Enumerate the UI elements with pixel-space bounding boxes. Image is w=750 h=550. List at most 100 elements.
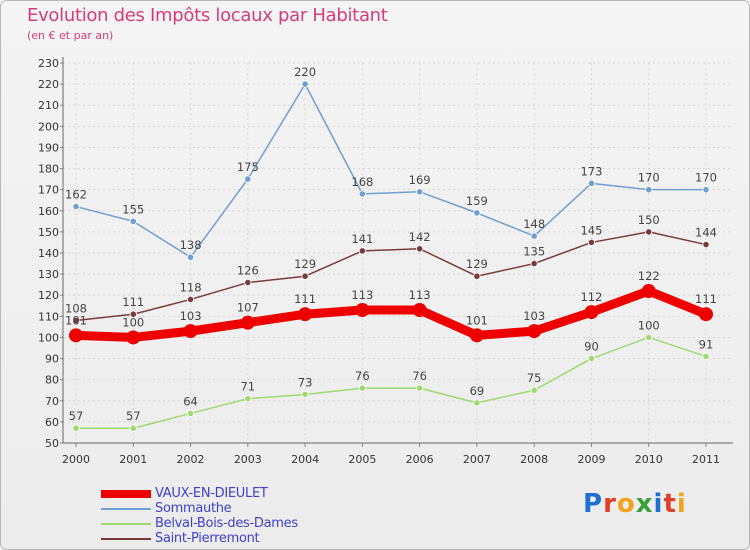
y-tick-label: 70 [45,395,59,408]
data-point [72,202,80,211]
x-tick-label: 2010 [635,453,663,466]
data-label: 107 [237,301,259,315]
y-tick-label: 220 [38,78,59,91]
data-label: 122 [638,269,660,283]
data-point [358,384,366,392]
y-tick-label: 190 [38,141,59,154]
data-point [702,186,710,194]
data-point [69,328,83,343]
y-tick-label: 130 [38,268,59,281]
data-label: 220 [294,65,316,79]
y-tick-label: 100 [38,331,59,344]
series-points [69,80,713,432]
x-tick-label: 2001 [119,453,147,466]
data-point [301,272,309,280]
data-label: 145 [580,223,602,237]
logo-letter-1: r [603,489,617,519]
logo-letter-5: t [663,489,677,519]
logo-letter-4: i [653,489,664,519]
legend-label-2: Belval-Bois-des-Dames [155,516,298,531]
data-label: 155 [122,202,144,216]
series-line-2 [76,336,707,429]
data-label: 57 [69,409,84,423]
data-label: 129 [294,257,316,271]
data-point [473,272,481,280]
data-point [416,384,424,392]
data-point [530,232,538,240]
data-point [473,209,481,217]
y-tick-label: 140 [38,247,59,260]
legend-label-1: Sommauthe [155,501,232,516]
data-label: 111 [695,292,717,306]
y-tick-label: 80 [45,374,59,387]
logo-letter-0: P [583,489,604,519]
legend-swatch-0 [101,490,151,498]
series-line-0 [75,286,708,342]
data-label: 113 [351,288,373,302]
data-label: 126 [237,264,259,278]
data-point [186,295,195,304]
data-label: 144 [695,226,717,240]
data-point [240,315,255,330]
data-label: 75 [527,371,542,385]
data-point [530,259,538,268]
data-point [183,324,198,339]
data-label: 91 [699,337,714,351]
data-label: 108 [65,302,87,316]
data-label: 73 [298,375,313,389]
data-label: 111 [294,292,316,306]
data-label: 112 [580,290,602,304]
y-tick-label: 110 [38,310,59,323]
series-lines [75,83,708,429]
data-point [587,179,596,187]
y-tick-label: 230 [38,57,59,70]
data-label: 100 [638,318,660,332]
data-point [186,253,195,261]
y-tick-label: 90 [45,353,59,366]
data-label: 159 [466,194,488,208]
chart-axes: 50 60 70 80 90 100 110 120 130 140 150 160 170 180 190… [38,57,733,466]
data-point [416,245,424,253]
data-point [645,186,653,194]
logo-letter-2: o [616,489,636,519]
y-tick-label: 160 [38,205,59,218]
data-label: 138 [180,238,202,252]
data-label: 101 [65,313,87,327]
data-label: 129 [466,257,488,271]
data-point [244,395,252,403]
data-point [641,284,656,298]
y-tick-label: 200 [38,120,59,133]
data-label: 169 [409,173,431,187]
data-point [301,390,309,399]
data-label: 57 [126,409,141,423]
data-label: 103 [523,309,545,323]
legend-label-0: VAUX-EN-DIEULET [155,486,268,501]
data-point [416,188,424,196]
data-point [72,316,80,325]
data-label: 64 [183,394,198,408]
data-point [587,354,596,363]
data-label: 135 [523,245,545,259]
x-tick-label: 2009 [577,453,605,466]
data-point [645,333,653,342]
legend-swatch-2 [101,523,151,525]
data-point [244,175,252,183]
data-point [473,399,481,407]
data-label: 101 [466,313,488,327]
data-label: 90 [584,340,599,354]
series-line-1 [75,83,706,258]
data-label: 148 [523,217,545,231]
x-tick-label: 2003 [234,453,262,466]
data-label: 141 [351,232,373,246]
data-label: 69 [470,384,485,398]
x-tick-label: 2000 [62,453,90,466]
chart-grid [63,62,733,444]
data-point [129,310,137,318]
data-label: 100 [122,315,144,329]
data-point [699,307,713,322]
data-point [129,424,137,432]
y-tick-label: 50 [45,437,59,450]
y-tick-label: 60 [45,416,59,429]
data-point [702,352,710,361]
